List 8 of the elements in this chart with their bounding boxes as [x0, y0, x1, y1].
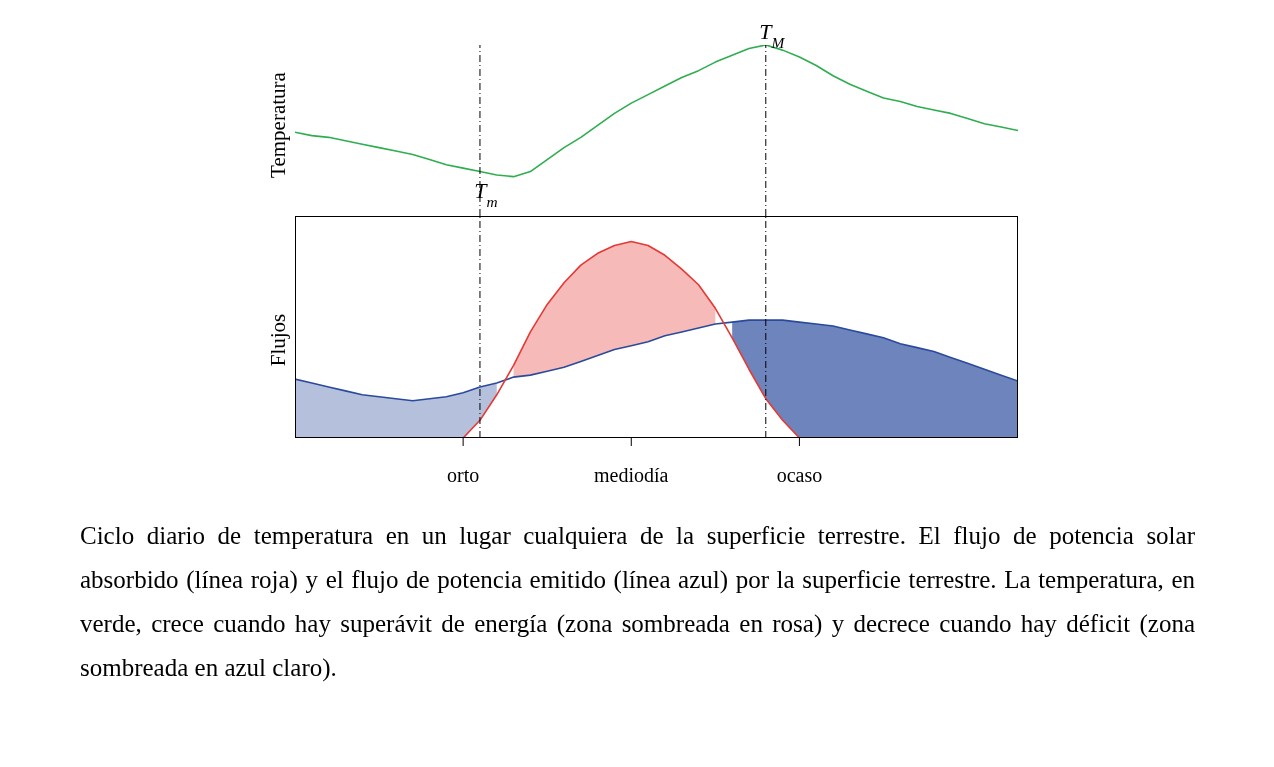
annotation: T$_{M}$ [759, 19, 786, 51]
text: Ciclo diario de temperatura en un lugar cualquiera de la superficie terrestre. El flujo de potencia solar absorbido (línea roja) y el flujo de potencia emitido (línea azul) por la superficie terrestre. La temperatura, en verde, crece cuando hay superávit de energía (zona sombreada en rosa) y decrece cuando hay déficit (zona sombreada en azul claro). [80, 521, 1195, 684]
x-tick-label: ocaso [776, 464, 823, 487]
x-tick-label: orto [447, 464, 480, 487]
x-tick-label: mediodía [594, 464, 669, 487]
y-axis-title: Temperatura [265, 72, 291, 178]
annotation: T$_{m}$ [474, 177, 498, 210]
y-axis-title: Flujos [265, 313, 291, 367]
